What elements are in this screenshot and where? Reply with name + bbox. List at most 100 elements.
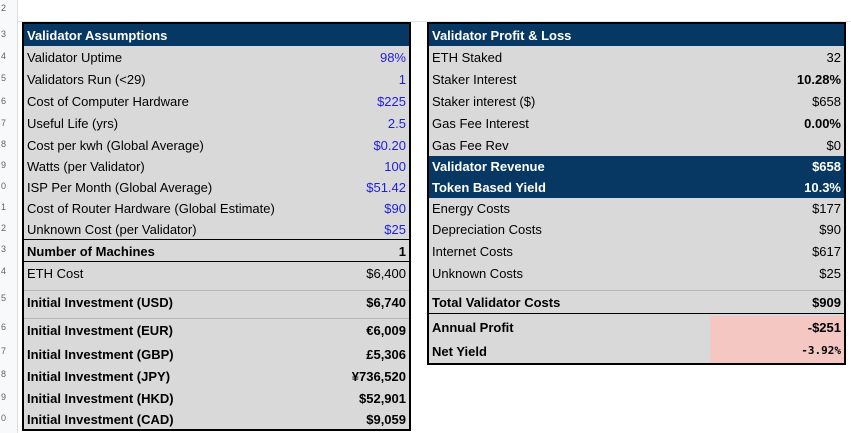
assumption-value[interactable]: 1 [398, 72, 406, 87]
annual-profit-row[interactable]: Annual Profit -$251 [429, 316, 844, 339]
assumption-value[interactable]: 98% [379, 50, 406, 65]
assumption-label: Cost of Computer Hardware [27, 94, 189, 109]
investment-row[interactable]: Initial Investment (HKD) $52,901 [24, 388, 409, 409]
assumption-value[interactable]: $6,400 [366, 266, 406, 281]
investment-value[interactable]: ¥736,520 [351, 369, 406, 384]
row-number[interactable]: 8 [1, 139, 7, 149]
row-number[interactable]: 7 [1, 118, 7, 128]
investment-value[interactable]: €6,009 [366, 323, 406, 338]
pnl-row[interactable]: Internet Costs $617 [429, 241, 844, 262]
pnl-label: Internet Costs [432, 244, 513, 259]
assumption-value[interactable]: $225 [377, 94, 406, 109]
pnl-value[interactable]: $617 [812, 244, 841, 259]
assumption-row[interactable]: Validators Run (<29) 1 [24, 69, 409, 90]
pnl-row[interactable]: Staker interest ($) $658 [429, 91, 844, 112]
token-yield-row[interactable]: Token Based Yield 10.3% [429, 177, 844, 198]
row-number[interactable]: 0 [1, 413, 7, 423]
pnl-row[interactable]: Unknown Costs $25 [429, 263, 844, 284]
assumption-value[interactable]: 2.5 [387, 116, 406, 131]
pnl-row[interactable]: Gas Fee Interest 0.00% [429, 113, 844, 134]
pnl-value[interactable]: $909 [812, 294, 841, 310]
row-number[interactable]: 3 [1, 29, 7, 39]
assumption-value[interactable]: $51.42 [366, 180, 406, 195]
assumption-row[interactable]: Unknown Cost (per Validator) $25 [24, 219, 409, 240]
investment-label: Initial Investment (HKD) [27, 391, 174, 406]
assumption-label: Unknown Cost (per Validator) [27, 221, 197, 237]
assumption-value[interactable]: $25 [384, 221, 406, 237]
assumption-row[interactable]: Useful Life (yrs) 2.5 [24, 113, 409, 134]
row-number[interactable]: 6 [1, 322, 7, 332]
assumption-row[interactable]: Validator Uptime 98% [24, 47, 409, 68]
investment-value[interactable]: $6,740 [366, 295, 406, 310]
pnl-label: Validator Revenue [432, 159, 545, 174]
pnl-value[interactable]: 32 [826, 50, 841, 65]
investment-row[interactable]: Initial Investment (USD) $6,740 [24, 290, 409, 314]
pnl-value[interactable]: $25 [819, 266, 841, 281]
assumption-label: Useful Life (yrs) [27, 116, 119, 131]
pnl-label: Depreciation Costs [432, 222, 542, 237]
assumption-value[interactable]: 1 [398, 243, 406, 259]
pnl-row[interactable]: Depreciation Costs $90 [429, 219, 844, 240]
investment-label: Initial Investment (EUR) [27, 323, 173, 338]
pnl-label: Unknown Costs [432, 266, 524, 281]
assumption-row[interactable]: Cost of Router Hardware (Global Estimate… [24, 198, 409, 219]
investment-value[interactable]: $9,059 [366, 411, 406, 427]
pnl-row[interactable]: Energy Costs $177 [429, 198, 844, 219]
pnl-value[interactable]: 10.3% [804, 180, 841, 195]
investment-value[interactable]: £5,306 [366, 346, 406, 362]
number-of-machines-row[interactable]: Number of Machines 1 [24, 241, 409, 262]
net-yield-value[interactable]: -3.92% [710, 339, 844, 363]
assumption-row[interactable]: Cost of Computer Hardware $225 [24, 91, 409, 112]
eth-cost-row[interactable]: ETH Cost $6,400 [24, 263, 409, 284]
row-number[interactable]: 6 [1, 96, 7, 106]
assumption-row[interactable]: ISP Per Month (Global Average) $51.42 [24, 177, 409, 198]
pnl-label: ETH Staked [432, 50, 503, 65]
pnl-header[interactable]: Validator Profit & Loss [429, 24, 844, 46]
row-number[interactable]: 3 [1, 244, 7, 254]
validator-revenue-row[interactable]: Validator Revenue $658 [429, 156, 844, 177]
pnl-row[interactable]: Staker Interest 10.28% [429, 69, 844, 90]
row-number[interactable]: 7 [1, 346, 7, 356]
pnl-title: Validator Profit & Loss [432, 27, 572, 43]
assumption-row[interactable]: Watts (per Validator) 100 [24, 156, 409, 177]
pnl-value[interactable]: $90 [819, 222, 841, 237]
row-number[interactable]: 9 [1, 392, 7, 402]
row-number[interactable]: 9 [1, 160, 7, 170]
row-number[interactable]: 0 [1, 181, 7, 191]
row-number-gutter: 2 3 4 5 6 7 8 9 0 1 2 3 4 5 6 7 8 9 0 [0, 0, 18, 433]
net-yield-row[interactable]: Net Yield -3.92% [429, 339, 844, 363]
assumption-value[interactable]: $0.20 [373, 138, 406, 153]
investment-row[interactable]: Initial Investment (CAD) $9,059 [24, 409, 409, 429]
investment-row[interactable]: Initial Investment (GBP) £5,306 [24, 343, 409, 365]
investment-value[interactable]: $52,901 [359, 391, 406, 406]
row-number[interactable]: 4 [1, 51, 7, 61]
assumption-value[interactable]: 100 [384, 159, 406, 174]
pnl-value[interactable]: $658 [812, 94, 841, 109]
assumption-row[interactable]: Cost per kwh (Global Average) $0.20 [24, 135, 409, 156]
pnl-row[interactable]: Gas Fee Rev $0 [429, 135, 844, 156]
row-number[interactable]: 8 [1, 369, 7, 379]
row-number[interactable]: 5 [1, 73, 7, 83]
annual-profit-value[interactable]: -$251 [710, 316, 844, 339]
pnl-value[interactable]: $0 [826, 138, 841, 153]
assumptions-header[interactable]: Validator Assumptions [24, 24, 409, 46]
pnl-value[interactable]: $658 [812, 159, 841, 174]
pnl-value[interactable]: 10.28% [796, 72, 841, 87]
row-number[interactable]: 2 [1, 223, 7, 233]
row-number[interactable]: 5 [1, 293, 7, 303]
pnl-value[interactable]: 0.00% [804, 116, 841, 131]
validator-pnl-table: Validator Profit & Loss ETH Staked 32 St… [427, 22, 846, 365]
assumption-label: Number of Machines [27, 243, 155, 259]
row-number[interactable]: 1 [1, 202, 7, 212]
investment-label: Initial Investment (USD) [27, 295, 173, 310]
pnl-value[interactable]: $177 [812, 201, 841, 216]
pnl-row[interactable]: ETH Staked 32 [429, 47, 844, 68]
investment-row[interactable]: Initial Investment (EUR) €6,009 [24, 318, 409, 342]
row-number[interactable]: 2 [1, 3, 7, 13]
assumption-value[interactable]: $90 [384, 201, 406, 216]
pnl-label: Token Based Yield [432, 180, 546, 195]
row-number[interactable]: 4 [1, 266, 7, 276]
investment-row[interactable]: Initial Investment (JPY) ¥736,520 [24, 366, 409, 387]
assumption-label: Validators Run (<29) [27, 72, 146, 87]
total-costs-row[interactable]: Total Validator Costs $909 [429, 290, 844, 314]
